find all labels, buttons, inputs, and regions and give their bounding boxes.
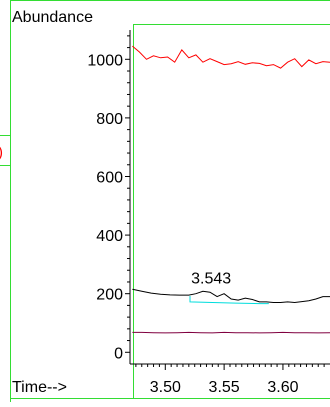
y-tick-label: 800 xyxy=(96,111,123,128)
x-tick-label: 3.55 xyxy=(209,379,240,396)
series-line-3 xyxy=(189,296,269,305)
y-tick-label: 200 xyxy=(96,287,123,304)
series-group xyxy=(132,45,330,334)
x-tick-label: 3.50 xyxy=(150,379,181,396)
y-tick-group: 0 200 400 600 800 1000 xyxy=(87,35,130,362)
left-edge-fragment: ) xyxy=(0,144,3,161)
y-tick-label: 600 xyxy=(96,169,123,186)
series-line-4 xyxy=(132,331,330,334)
x-axis-title: Time--> xyxy=(12,379,67,396)
series-line-2 xyxy=(132,288,330,304)
series-line-1 xyxy=(132,45,330,69)
y-tick-label: 1000 xyxy=(87,52,123,69)
y-tick-label: 400 xyxy=(96,228,123,245)
peak-label: 3.543 xyxy=(191,270,231,287)
y-axis-title: Abundance xyxy=(12,9,93,26)
y-tick-label: 0 xyxy=(114,345,123,362)
x-tick-group: 3.50 3.55 3.60 xyxy=(135,364,325,396)
x-tick-label: 3.60 xyxy=(267,379,298,396)
annotation-group: 3.543 xyxy=(191,270,231,287)
